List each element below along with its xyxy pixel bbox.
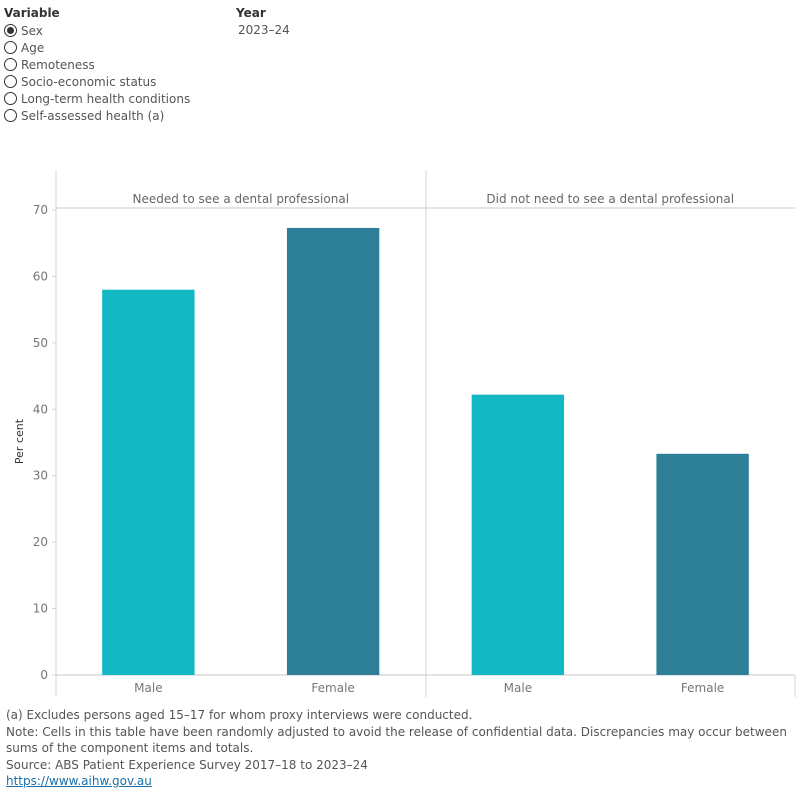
radio-option-label: Remoteness [21,57,95,72]
variable-option-self-assessed-health-a[interactable]: Self-assessed health (a) [4,107,190,124]
year-value[interactable]: 2023–24 [238,23,290,37]
notes-section: (a) Excludes persons aged 15–17 for whom… [6,707,791,790]
radio-button-icon[interactable] [4,58,17,71]
x-tick-label: Male [504,681,532,695]
source-text: Source: ABS Patient Experience Survey 20… [6,757,368,772]
variable-filter-title: Variable [4,6,60,20]
radio-button-icon[interactable] [4,24,17,37]
radio-button-icon[interactable] [4,109,17,122]
y-tick-label: 20 [33,535,48,549]
radio-option-label: Sex [21,23,43,38]
radio-option-label: Socio-economic status [21,74,157,89]
footnote-text: (a) Excludes persons aged 15–17 for whom… [6,708,473,722]
y-tick-label: 40 [33,402,48,416]
year-filter-title: Year [236,6,266,20]
bar-male [471,394,565,675]
radio-option-label: Self-assessed health (a) [21,108,165,123]
radio-button-icon[interactable] [4,92,17,105]
panel-title: Did not need to see a dental professiona… [486,192,734,206]
x-tick-label: Male [134,681,162,695]
variable-option-long-term-health-conditions[interactable]: Long-term health conditions [4,90,190,107]
y-tick-label: 0 [40,668,48,682]
bar-female [286,227,380,675]
variable-option-socio-economic-status[interactable]: Socio-economic status [4,73,190,90]
variable-option-remoteness[interactable]: Remoteness [4,56,190,73]
x-tick-label: Female [311,681,354,695]
radio-button-icon[interactable] [4,41,17,54]
variable-option-sex[interactable]: Sex [4,22,190,39]
y-tick-label: 60 [33,269,48,283]
y-tick-label: 50 [33,336,48,350]
variable-radio-group: Sex Age Remoteness Socio-economic status Lon… [4,22,190,124]
aihw-link[interactable]: https://www.aihw.gov.au [6,774,152,788]
bar-chart: Per cent 0 10 20 30 40 50 60 70 Needed to see a d… [13,170,796,697]
radio-selected-dot [7,27,14,34]
variable-option-age[interactable]: Age [4,39,190,56]
y-tick-label: 30 [33,469,48,483]
y-axis-label: Per cent [13,418,26,464]
x-tick-label: Female [681,681,724,695]
radio-option-label: Age [21,40,45,55]
panel-title: Needed to see a dental professional [132,192,349,206]
note-text: Note: Cells in this table have been rand… [6,724,787,756]
bar-male [102,289,195,675]
y-tick-label: 10 [33,602,48,616]
y-tick-label: 70 [33,203,48,217]
radio-option-label: Long-term health conditions [21,91,191,106]
bar-female [656,453,749,675]
radio-button-icon[interactable] [4,75,17,88]
